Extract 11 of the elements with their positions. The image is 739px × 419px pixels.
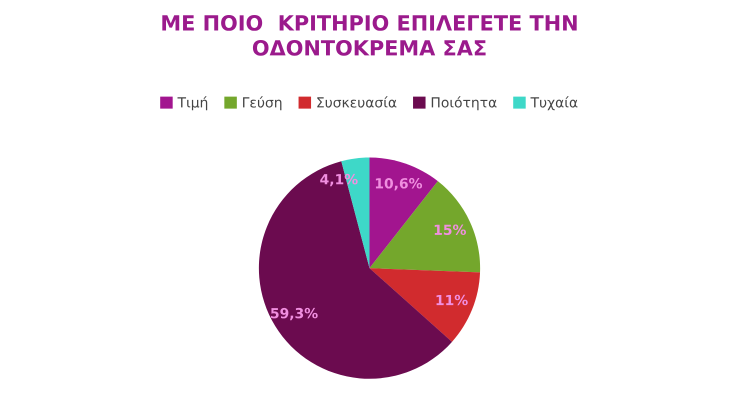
legend-label: Τυχαία <box>530 96 578 110</box>
data-label: 15% <box>434 224 466 236</box>
chart-title: ΜΕ ΠΟΙΟ ΚΡΙΤΗΡΙΟ ΕΠΙΛΕΓΕΤΕ ΤΗΝ ΟΔΟΝΤΟΚΡΕΜΑ ΣΑΣ <box>162 15 577 56</box>
data-label: 11% <box>436 294 468 306</box>
legend-label: Ποιότητα <box>432 96 497 110</box>
legend-label: Γεύση <box>243 96 282 110</box>
data-label: 10,6% <box>376 178 422 190</box>
legend-label: Τιμή <box>178 96 208 110</box>
data-label: 59,3% <box>271 308 318 320</box>
pie-slice <box>370 268 480 342</box>
legend-label: Συσκευασία <box>317 96 396 108</box>
